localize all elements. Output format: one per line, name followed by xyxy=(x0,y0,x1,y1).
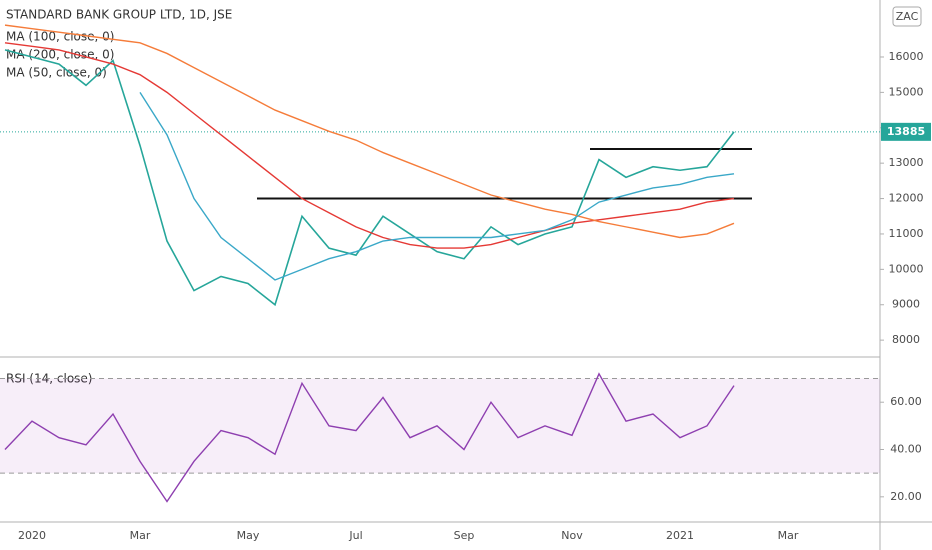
x-tick-label: 2021 xyxy=(666,529,694,542)
series-line xyxy=(4,42,735,249)
legend-entry: MA (50, close, 0) xyxy=(6,66,107,80)
series-line xyxy=(4,24,735,239)
y-tick-label: 9000 xyxy=(892,298,920,311)
y-tick-label: 15000 xyxy=(889,85,924,98)
x-tick-label: Sep xyxy=(454,529,475,542)
y-tick-label: 10000 xyxy=(889,262,924,275)
x-tick-label: Jul xyxy=(348,529,362,542)
y-tick-label: 40.00 xyxy=(890,443,922,456)
legend-entry: MA (100, close, 0) xyxy=(6,30,114,44)
y-tick-label: 8000 xyxy=(892,333,920,346)
x-tick-label: 2020 xyxy=(18,529,46,542)
x-tick-label: Mar xyxy=(130,529,151,542)
y-tick-label: 11000 xyxy=(889,227,924,240)
y-tick-label: 13000 xyxy=(889,156,924,169)
y-tick-label: 60.00 xyxy=(890,395,922,408)
last-price-box xyxy=(881,122,931,141)
y-tick-label: 12000 xyxy=(889,192,924,205)
series-line xyxy=(139,92,735,281)
series-line xyxy=(4,372,735,503)
chart-title: STANDARD BANK GROUP LTD, 1D, JSE xyxy=(6,8,232,22)
rsi-band xyxy=(0,378,880,474)
last-price-label: 13885 xyxy=(887,125,925,138)
x-tick-label: May xyxy=(237,529,260,542)
series-line xyxy=(4,49,735,307)
x-tick-label: Mar xyxy=(778,529,799,542)
x-tick-label: Nov xyxy=(561,529,583,542)
y-tick-label: 16000 xyxy=(889,50,924,63)
y-tick-label: 20.00 xyxy=(890,490,922,503)
currency-box[interactable] xyxy=(892,6,922,27)
currency: ZAC xyxy=(896,10,919,23)
